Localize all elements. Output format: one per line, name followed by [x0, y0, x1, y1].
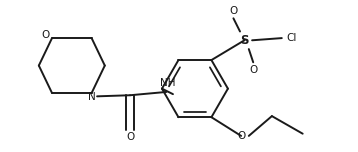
Text: O: O [249, 65, 257, 75]
Text: O: O [126, 132, 134, 142]
Text: O: O [237, 131, 245, 141]
Text: N: N [88, 92, 96, 102]
Text: S: S [240, 34, 249, 47]
Text: O: O [229, 6, 238, 16]
Text: NH: NH [160, 78, 175, 88]
Text: Cl: Cl [286, 33, 296, 43]
Text: O: O [41, 30, 49, 40]
